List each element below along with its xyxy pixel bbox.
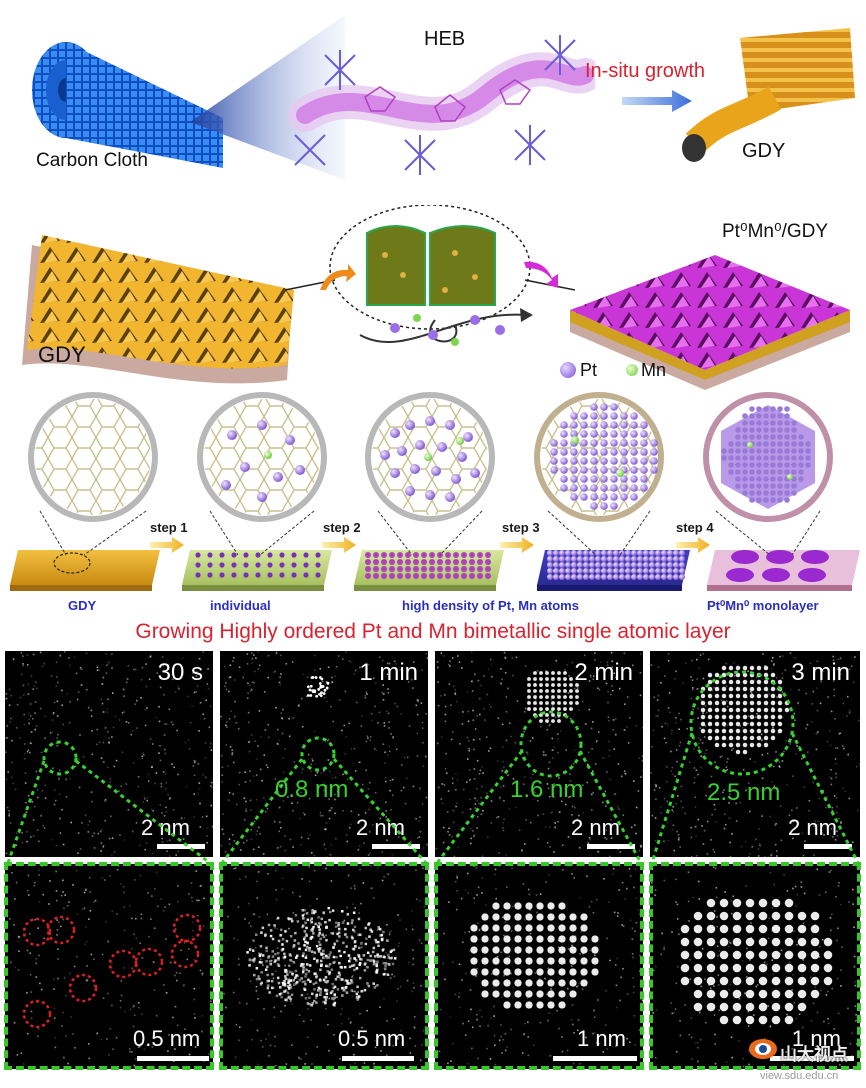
zoom-frame-2 (219, 862, 429, 1070)
pt-legend-label: Pt (580, 360, 598, 380)
gdy-cloth-illustration (680, 18, 860, 168)
panel-time: 1 min (359, 659, 418, 686)
steps-illustration (0, 385, 866, 605)
cluster-size-label: 1.6 nm (510, 776, 584, 803)
panel-time: 3 min (791, 659, 850, 686)
caption-monolayer: Pt⁰Mn⁰ monolayer (707, 598, 819, 613)
scale-bar-label: 0.5 nm (338, 1026, 406, 1051)
orange-curved-arrow-icon (318, 262, 356, 292)
cluster-size-label: 0.8 nm (275, 776, 349, 803)
scale-bar-label: 1 nm (577, 1026, 626, 1051)
carbon-cloth-illustration (18, 18, 238, 168)
caption-individual: individual (210, 598, 271, 613)
zoom-panel-1min: 0.5 nm (220, 864, 428, 1069)
panel-time: 2 min (574, 659, 633, 686)
scale-bar-label: 1 nm (792, 1026, 841, 1051)
zoom-bubble-illustration (284, 204, 576, 350)
scale-bar-label: 2 nm (356, 815, 405, 840)
zoom-frame-1 (4, 862, 214, 1070)
step-3-label: step 3 (502, 520, 540, 535)
tem-panel-3min: 3 min 2.5 nm 2 nm (650, 651, 860, 857)
zoom-panel-2min: 1 nm (435, 864, 643, 1069)
scale-bar-label: 2 nm (788, 815, 837, 840)
scale-bar-label: 0.5 nm (133, 1026, 201, 1051)
heb-label: HEB (424, 28, 466, 50)
mn-legend-label: Mn (641, 360, 667, 380)
insitu-growth-label: In-situ growth (585, 60, 706, 82)
step-1-label: step 1 (150, 520, 188, 535)
ptmn-gdy-substrate-illustration (565, 230, 855, 390)
scale-bar (372, 844, 420, 849)
zoom-wedge (185, 10, 345, 180)
scale-bar (553, 1056, 637, 1061)
tem-panel-1min: 1 min 0.8 nm 2 nm (220, 651, 428, 857)
gdy-top-label: GDY (742, 140, 786, 162)
scale-bar-label: 2 nm (141, 815, 190, 840)
carbon-cloth-label: Carbon Cloth (36, 150, 148, 171)
scale-bar-label: 2 nm (571, 815, 620, 840)
watermark-text: 山大视点 (780, 1045, 848, 1065)
zoom-panel-30s: 0.5 nm (5, 864, 213, 1069)
insitu-arrow-icon (622, 90, 692, 112)
caption-high-density: high density of Pt, Mn atoms (402, 598, 579, 613)
caption-gdy: GDY (68, 598, 97, 613)
heb-molecules-illustration (285, 35, 602, 175)
zoom-frame-4 (649, 862, 861, 1070)
magenta-curved-arrow-icon (522, 258, 562, 288)
scale-bar (804, 844, 852, 849)
atom-flow-illustration (355, 300, 535, 355)
ptmn-gdy-label: Pt⁰Mn⁰/GDY (722, 221, 829, 242)
gdy-substrate-illustration (12, 205, 302, 395)
gdy-mid-label: GDY (38, 342, 86, 367)
scale-bar (137, 1056, 209, 1061)
pt-legend-icon (560, 362, 576, 378)
step-2-label: step 2 (323, 520, 361, 535)
zoom-panel-3min: 1 nm (650, 864, 860, 1069)
watermark-url: view.sdu.edu.cn (760, 1070, 839, 1082)
cluster-size-label: 2.5 nm (707, 779, 781, 806)
headline: Growing Highly ordered Pt and Mn bimetal… (135, 620, 731, 643)
scale-bar (157, 844, 205, 849)
step-4-label: step 4 (676, 520, 714, 535)
scale-bar (770, 1056, 854, 1061)
tem-panel-2min: 2 min 1.6 nm 2 nm (435, 651, 643, 857)
scale-bar (342, 1056, 414, 1061)
watermark-logo-icon (748, 1036, 778, 1062)
mn-legend-icon (626, 364, 638, 376)
scale-bar (587, 844, 635, 849)
tem-panel-30s: 30 s 2 nm (5, 651, 213, 857)
zoom-frame-3 (434, 862, 644, 1070)
panel-time: 30 s (157, 659, 203, 686)
